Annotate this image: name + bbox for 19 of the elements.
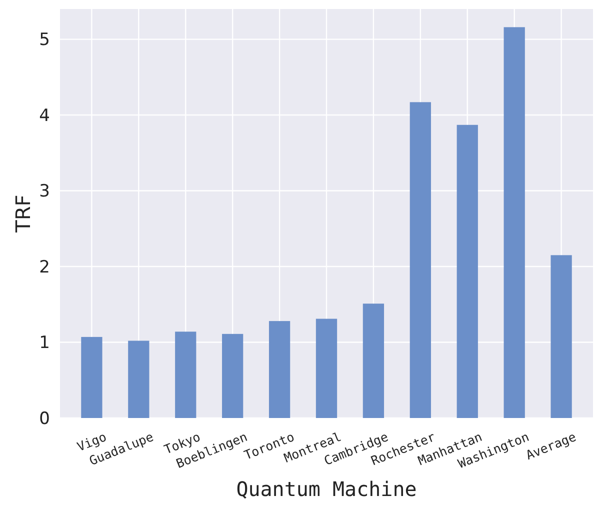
bar (316, 318, 338, 418)
bar (81, 336, 102, 418)
bar (504, 27, 525, 418)
y-tick-label: 3 (39, 182, 50, 202)
bar (410, 102, 431, 418)
y-tick-label: 1 (39, 333, 50, 354)
bar (456, 124, 478, 418)
y-tick-label: 4 (39, 106, 50, 126)
y-tick-label: 0 (39, 408, 50, 429)
bar (175, 332, 196, 418)
bar (362, 304, 384, 418)
y-axis-title: TRF (11, 194, 35, 234)
bar (550, 255, 572, 418)
bar (222, 334, 244, 418)
bar (268, 321, 290, 418)
y-tick-label: 2 (39, 257, 50, 278)
x-axis-title: Quantum Machine (236, 477, 417, 501)
y-tick-label: 5 (39, 30, 50, 50)
bar (128, 340, 150, 418)
